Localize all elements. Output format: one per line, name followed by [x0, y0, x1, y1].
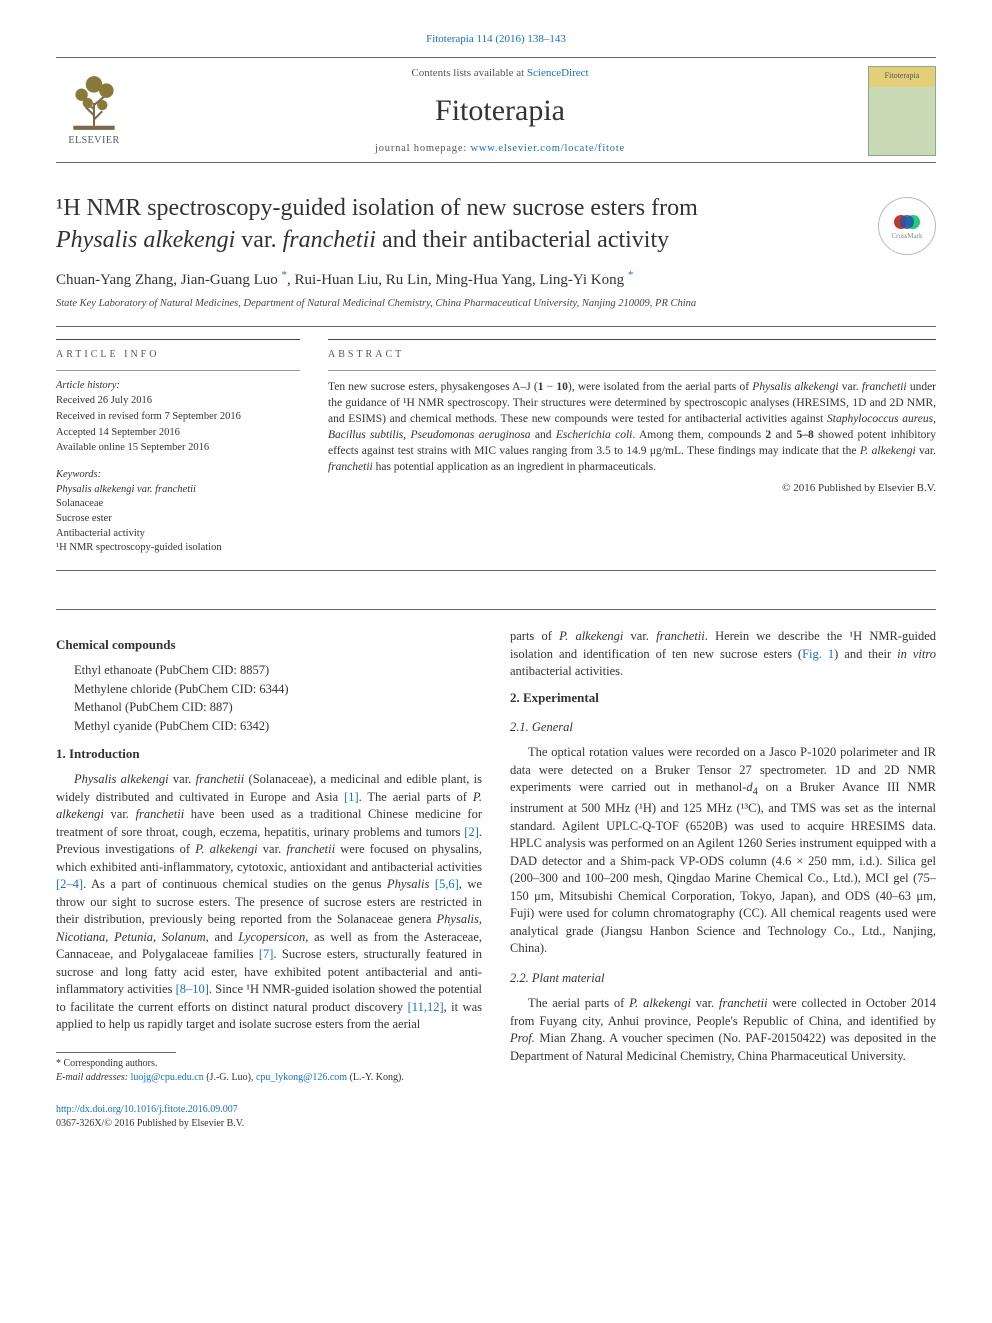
intro-contd: parts of P. alkekengi var. franchetii. H… — [510, 628, 936, 681]
ref-7[interactable]: [7] — [259, 947, 274, 961]
affiliation: State Key Laboratory of Natural Medicine… — [56, 297, 936, 312]
sciencedirect-link[interactable]: ScienceDirect — [527, 67, 589, 79]
chem-2: Methanol (PubChem CID: 887) — [74, 699, 482, 717]
ref-fig1[interactable]: Fig. 1 — [802, 647, 834, 661]
kw-2: Sucrose ester — [56, 512, 300, 527]
article-info-head: article info — [56, 348, 300, 362]
citation-link[interactable]: Fitoterapia 114 (2016) 138–143 — [426, 33, 566, 45]
hist-label: Article history: — [56, 379, 300, 394]
authors-line: Chuan-Yang Zhang, Jian-Guang Luo *, Rui-… — [56, 268, 936, 291]
section-2-1-text: The optical rotation values were recorde… — [510, 744, 936, 958]
title-post: and their antibacterial activity — [376, 227, 669, 253]
corr-star-2[interactable]: * — [628, 269, 634, 281]
journal-citation: Fitoterapia 114 (2016) 138–143 — [56, 32, 936, 47]
issn-line: 0367-326X/© 2016 Published by Elsevier B… — [56, 1117, 936, 1131]
article-history: Article history: Received 26 July 2016 R… — [56, 379, 300, 456]
title-species1: Physalis alkekengi — [56, 227, 235, 253]
title-line1: ¹H NMR spectroscopy-guided isolation of … — [56, 195, 698, 221]
crossmark-badge[interactable]: CrossMark — [878, 197, 936, 255]
section-2-2-text: The aerial parts of P. alkekengi var. fr… — [510, 995, 936, 1065]
crossmark-icon — [893, 212, 921, 232]
ref-1[interactable]: [1] — [344, 790, 359, 804]
publisher-label: ELSEVIER — [68, 134, 119, 148]
homepage-prefix: journal homepage: — [375, 143, 470, 154]
journal-name: Fitoterapia — [146, 90, 854, 132]
abstract-head: abstract — [328, 348, 936, 362]
ref-8-10[interactable]: [8–10] — [176, 982, 209, 996]
section-2-2-head: 2.2. Plant material — [510, 970, 936, 988]
ref-5-6[interactable]: [5,6] — [435, 877, 459, 891]
rule-above-info — [56, 326, 936, 327]
authors-1: Chuan-Yang Zhang, Jian-Guang Luo — [56, 272, 282, 288]
introduction-head: 1. Introduction — [56, 745, 482, 763]
avail-prefix: Contents lists available at — [411, 67, 526, 79]
email-1-name: (J.-G. Luo), — [204, 1072, 256, 1083]
ref-11-12[interactable]: [11,12] — [408, 1000, 444, 1014]
experimental-head: 2. Experimental — [510, 689, 936, 707]
footnote-rule — [56, 1052, 176, 1053]
abstract-text: Ten new sucrose esters, physakengoses A–… — [328, 379, 936, 476]
contents-available: Contents lists available at ScienceDirec… — [146, 66, 854, 81]
chem-1: Methylene chloride (PubChem CID: 6344) — [74, 681, 482, 699]
hist-accepted: Accepted 14 September 2016 — [56, 426, 300, 441]
section-2-1-head: 2.1. General — [510, 719, 936, 737]
chemical-compounds-head: Chemical compounds — [56, 636, 482, 654]
email-2[interactable]: cpu_lykong@126.com — [256, 1072, 347, 1083]
left-column: Chemical compounds Ethyl ethanoate (PubC… — [56, 628, 482, 1085]
homepage-link[interactable]: www.elsevier.com/locate/fitote — [470, 143, 625, 154]
abs-rule — [328, 370, 936, 371]
hist-online: Available online 15 September 2016 — [56, 441, 300, 456]
ref-2[interactable]: [2] — [464, 825, 479, 839]
publisher-logo: ELSEVIER — [56, 68, 132, 154]
abstract-copyright: © 2016 Published by Elsevier B.V. — [328, 481, 936, 496]
right-column: parts of P. alkekengi var. franchetii. H… — [510, 628, 936, 1085]
ref-2-4[interactable]: [2–4] — [56, 877, 83, 891]
rule-above-body — [56, 609, 936, 610]
doi-link[interactable]: http://dx.doi.org/10.1016/j.fitote.2016.… — [56, 1104, 238, 1115]
email-2-name: (L.-Y. Kong). — [347, 1072, 404, 1083]
kw-label: Keywords: — [56, 468, 300, 483]
kw-0: Physalis alkekengi var. franchetii — [56, 483, 300, 498]
kw-3: Antibacterial activity — [56, 527, 300, 542]
cover-label: Fitoterapia — [869, 67, 935, 87]
chem-3: Methyl cyanide (PubChem CID: 6342) — [74, 718, 482, 736]
rule-below-info — [56, 570, 936, 571]
kw-1: Solanaceae — [56, 497, 300, 512]
kw-4: ¹H NMR spectroscopy-guided isolation — [56, 541, 300, 556]
footnote-label: * Corresponding authors. — [56, 1057, 482, 1071]
abstract-col: abstract Ten new sucrose esters, physake… — [328, 339, 936, 557]
chemical-compounds-list: Ethyl ethanoate (PubChem CID: 8857) Meth… — [56, 662, 482, 735]
corresponding-footnote: * Corresponding authors. E-mail addresse… — [56, 1057, 482, 1085]
hist-revised: Received in revised form 7 September 201… — [56, 410, 300, 425]
title-var: var. — [235, 227, 282, 253]
hist-received: Received 26 July 2016 — [56, 394, 300, 409]
doi-block: http://dx.doi.org/10.1016/j.fitote.2016.… — [56, 1103, 936, 1131]
email-label: E-mail addresses: — [56, 1072, 128, 1083]
authors-2: , Rui-Huan Liu, Ru Lin, Ming-Hua Yang, L… — [287, 272, 628, 288]
journal-cover-thumb: Fitoterapia — [868, 66, 936, 156]
journal-homepage: journal homepage: www.elsevier.com/locat… — [146, 142, 854, 157]
keywords-block: Keywords: Physalis alkekengi var. franch… — [56, 468, 300, 556]
chem-0: Ethyl ethanoate (PubChem CID: 8857) — [74, 662, 482, 680]
crossmark-label: CrossMark — [891, 232, 922, 242]
title-species2: franchetii — [283, 227, 376, 253]
info-rule — [56, 370, 300, 371]
elsevier-tree-icon — [63, 74, 125, 132]
email-1[interactable]: luojg@cpu.edu.cn — [131, 1072, 204, 1083]
article-info-col: article info Article history: Received 2… — [56, 339, 300, 557]
masthead: ELSEVIER Contents lists available at Sci… — [56, 58, 936, 163]
article-title: ¹H NMR spectroscopy-guided isolation of … — [56, 193, 862, 255]
intro-para: Physalis alkekengi var. franchetii (Sola… — [56, 771, 482, 1034]
